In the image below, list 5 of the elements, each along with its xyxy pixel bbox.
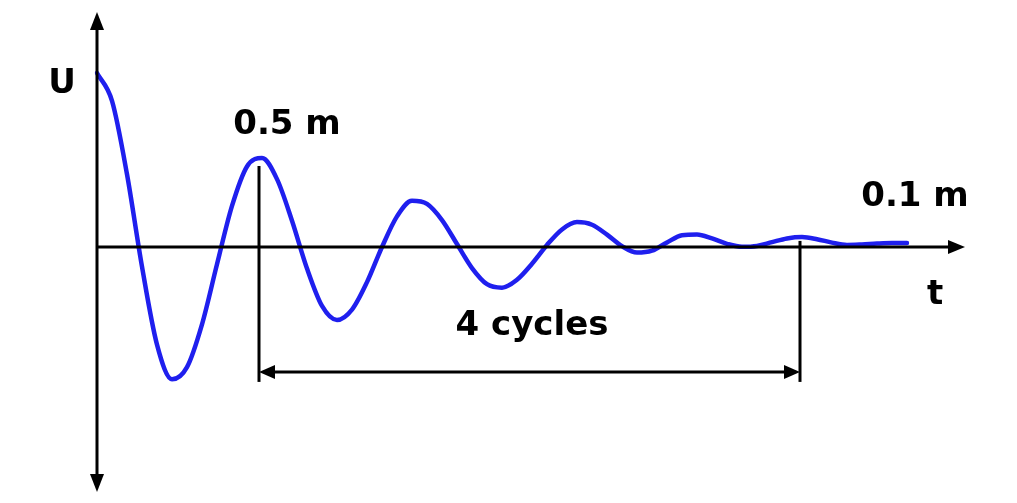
y-axis-title: U [48,60,76,101]
x-axis-title: t [926,271,944,312]
annotation: 0.5 m [233,101,341,142]
annotation: 4 cycles [455,302,609,343]
annotation: 0.1 m [861,173,969,214]
